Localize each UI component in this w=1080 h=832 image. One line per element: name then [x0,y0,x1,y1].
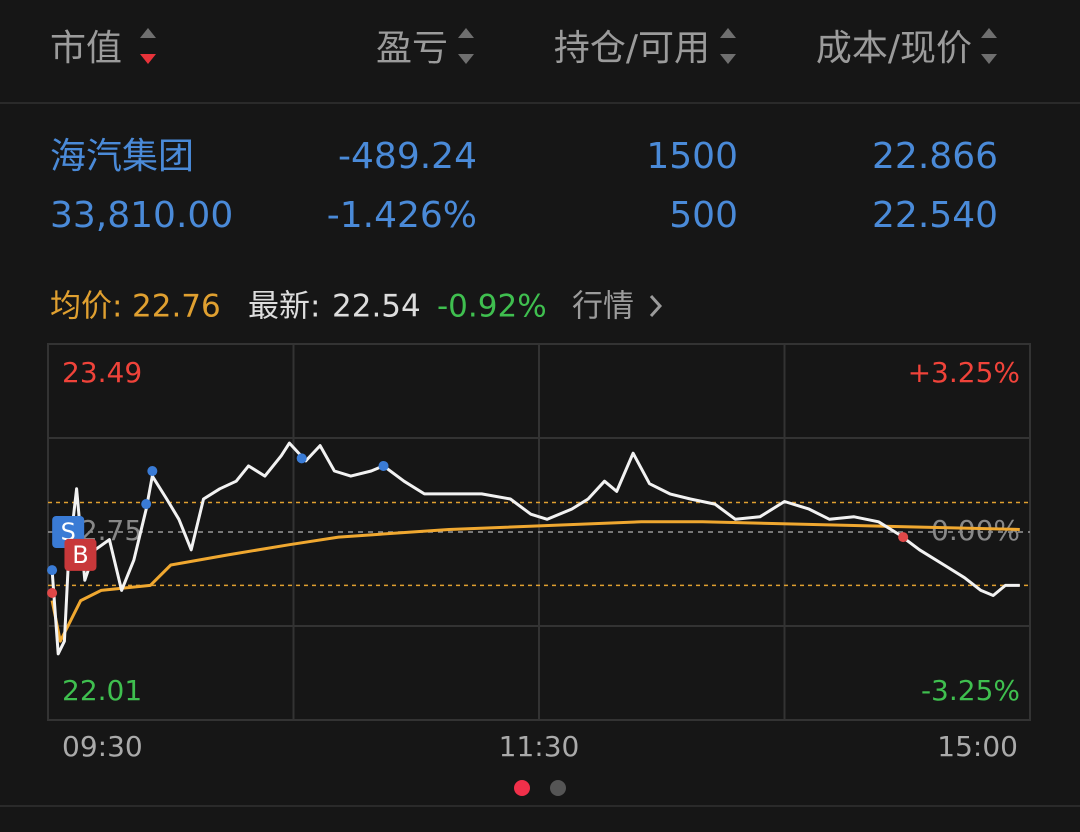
sort-up-icon [981,28,997,38]
y2-tick-label: +3.25% [908,356,1020,389]
last-price: 22.54 [332,289,421,325]
price-line [50,520,1020,643]
sort-up-icon [720,28,736,38]
trade-badge [64,538,97,571]
trade-marker [378,460,389,471]
x-tick-label: 09:30 [62,730,143,763]
sort-down-icon [458,54,474,64]
market-value: 33,810.00 [50,195,233,236]
trade-marker [47,587,58,598]
pnl: -489.24 [338,136,477,177]
price: 22.540 [872,195,998,236]
avg-price: 22.76 [132,289,221,325]
last-label: 最新: [248,289,320,325]
column-header[interactable]: 市值 [50,28,122,69]
sort-down-icon [981,54,997,64]
cost: 22.866 [872,136,998,177]
sort-down-icon [720,54,736,64]
stock-name[interactable]: 海汽集团 [50,136,194,177]
holding: 1500 [646,136,738,177]
price-line [50,441,1020,656]
quote-link[interactable]: 行情 [572,289,634,325]
sort-up-icon [458,28,474,38]
column-header[interactable]: 盈亏 [376,28,448,69]
page-dot[interactable] [550,780,566,796]
trade-badge-label: B [72,541,88,569]
available: 500 [669,195,738,236]
sort-down-icon [140,54,156,64]
y-tick-label: 23.49 [62,356,142,389]
page-dot-active[interactable] [514,780,530,796]
change-percent: -0.92% [437,289,547,325]
trade-marker [147,466,158,477]
y-tick-label: 22.01 [62,674,142,707]
avg-label: 均价: [50,289,122,325]
column-header[interactable]: 成本/现价 [816,28,972,69]
x-tick-label: 15:00 [937,730,1018,763]
chevron-icon [649,294,663,318]
trade-marker [296,453,307,464]
y2-tick-label: -3.25% [921,674,1020,707]
trade-marker [47,565,58,576]
pnl-percent: -1.426% [327,195,477,236]
trade-marker [898,532,909,543]
x-tick-label: 11:30 [499,730,580,763]
trade-marker [141,499,152,510]
sort-up-icon [140,28,156,38]
column-header[interactable]: 持仓/可用 [554,28,710,69]
